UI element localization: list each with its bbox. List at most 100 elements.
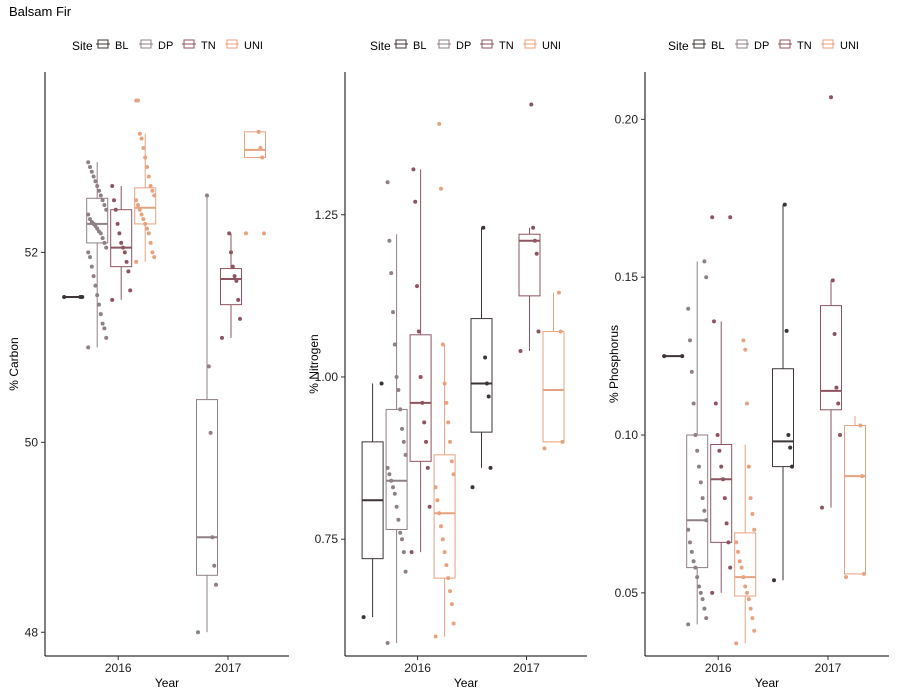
data-point xyxy=(745,590,749,595)
data-point xyxy=(698,590,703,595)
legend-title: Site xyxy=(72,39,93,53)
data-point xyxy=(556,290,561,295)
data-point xyxy=(734,641,739,646)
data-point xyxy=(829,95,833,100)
data-point xyxy=(136,202,140,207)
data-point xyxy=(394,504,399,509)
data-point xyxy=(379,381,384,386)
data-point xyxy=(89,220,94,225)
data-point xyxy=(702,508,707,513)
data-point xyxy=(392,491,397,496)
data-point xyxy=(704,616,709,621)
data-point xyxy=(88,217,92,222)
data-point xyxy=(752,628,757,633)
data-point xyxy=(134,198,139,203)
data-point xyxy=(739,565,744,570)
data-point xyxy=(713,401,718,406)
data-point xyxy=(439,186,443,191)
data-point xyxy=(256,129,261,134)
x-axis-title: Year xyxy=(755,676,779,690)
data-point xyxy=(786,433,791,438)
legend-title: Site xyxy=(370,39,391,53)
data-point xyxy=(400,426,404,431)
data-point xyxy=(137,131,142,136)
data-point xyxy=(721,477,725,482)
data-point xyxy=(128,288,133,293)
data-point xyxy=(790,464,794,469)
legend-label-bl: BL xyxy=(413,40,426,52)
data-point xyxy=(409,550,414,555)
data-point xyxy=(743,347,748,352)
data-point xyxy=(486,394,491,399)
x-axis-title: Year xyxy=(155,676,179,690)
data-point xyxy=(746,464,751,469)
data-point xyxy=(830,278,835,283)
data-point xyxy=(258,145,263,150)
data-point xyxy=(697,464,701,469)
data-point xyxy=(145,164,149,169)
data-point xyxy=(134,259,139,264)
data-point xyxy=(686,306,691,311)
legend: Site BL DP TN UNI xyxy=(668,39,859,53)
data-point xyxy=(230,264,235,269)
data-point xyxy=(518,349,523,354)
box-body xyxy=(686,434,709,569)
data-point xyxy=(724,521,729,526)
data-point xyxy=(91,174,96,179)
data-point xyxy=(89,264,94,269)
data-point xyxy=(416,329,421,334)
data-point xyxy=(433,485,438,490)
data-point xyxy=(748,606,753,611)
x-tick-label: 2017 xyxy=(215,661,242,675)
data-point xyxy=(529,102,534,107)
data-point xyxy=(844,575,848,580)
data-point xyxy=(139,136,144,141)
data-point xyxy=(702,259,707,264)
box-dp-2016 xyxy=(86,160,109,350)
y-tick-label: 50 xyxy=(25,435,39,449)
data-point xyxy=(695,575,700,580)
data-point xyxy=(389,271,394,276)
data-point xyxy=(110,183,115,188)
panel-3: Site BL DP TN UNI 0.05 0.10 0.15 0.20 2016 2017 Yea… xyxy=(607,39,889,690)
data-point xyxy=(411,167,416,172)
data-point xyxy=(446,420,451,425)
data-point xyxy=(717,448,722,453)
legend-label-dp: DP xyxy=(456,40,471,52)
data-point xyxy=(748,496,753,501)
box-body xyxy=(844,425,866,575)
data-point xyxy=(704,275,709,280)
data-point xyxy=(442,550,447,555)
data-point xyxy=(470,485,475,490)
data-point xyxy=(396,517,401,522)
y-axis-title: % Phosphorus xyxy=(607,325,621,403)
data-point xyxy=(697,584,701,589)
data-point xyxy=(117,231,122,236)
box-uni-2017 xyxy=(542,290,565,451)
data-point xyxy=(100,198,105,203)
legend-label-uni: UNI xyxy=(244,40,263,52)
data-point xyxy=(741,575,746,580)
data-point xyxy=(403,569,408,574)
data-point xyxy=(86,160,91,165)
data-point xyxy=(746,597,751,602)
data-point xyxy=(680,354,685,359)
box-uni-2017 xyxy=(844,416,866,580)
data-point xyxy=(860,474,865,479)
box-uni-2016 xyxy=(134,98,157,264)
data-point xyxy=(396,387,401,392)
data-point xyxy=(387,238,392,243)
data-point xyxy=(89,169,94,174)
box-body xyxy=(409,334,432,462)
box-bl-2016 xyxy=(62,295,85,300)
data-point xyxy=(752,527,757,532)
data-point xyxy=(391,485,395,490)
data-point xyxy=(62,295,67,300)
data-point xyxy=(693,433,698,438)
box-body xyxy=(710,443,733,543)
box-body xyxy=(86,197,109,244)
box-tn-2017 xyxy=(518,102,541,354)
box-body xyxy=(244,131,266,158)
data-point xyxy=(484,381,489,386)
data-point xyxy=(686,527,691,532)
